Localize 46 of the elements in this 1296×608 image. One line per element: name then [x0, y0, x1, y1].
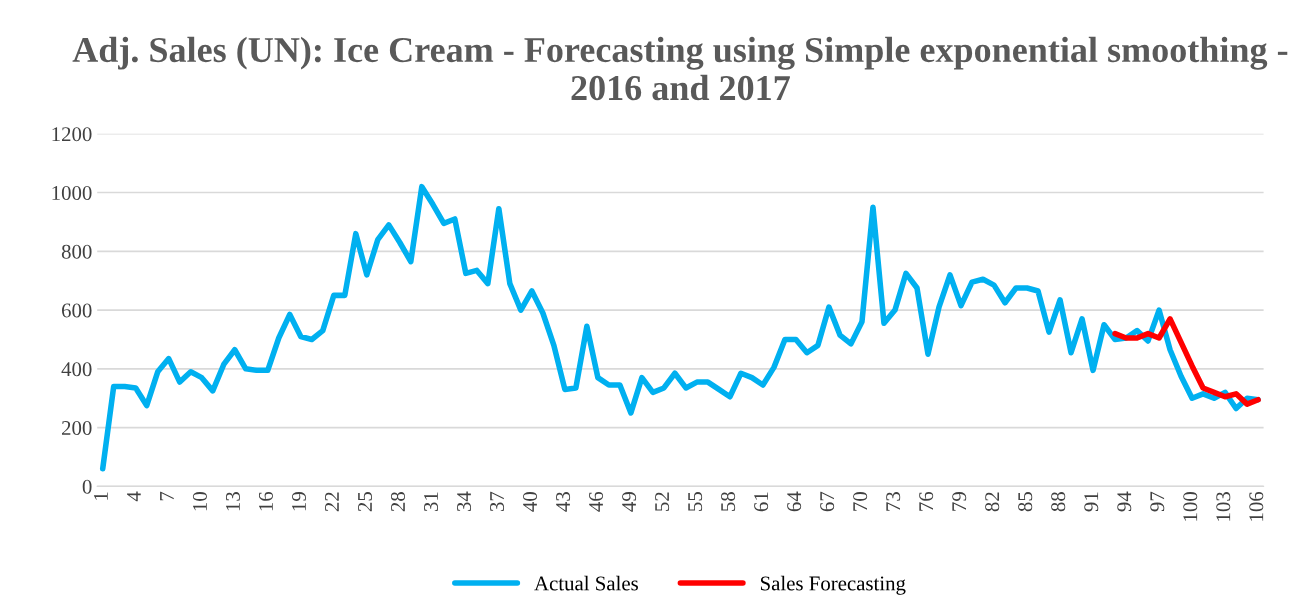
legend-label: Sales Forecasting: [760, 575, 906, 595]
x-tick-label: 85: [1018, 492, 1033, 512]
y-tick-label: 800: [61, 244, 92, 259]
x-tick-label: 64: [787, 491, 802, 512]
x-tick-label: 52: [655, 492, 670, 511]
x-tick-label: 100: [1183, 492, 1198, 521]
x-tick-label: 88: [1051, 492, 1066, 512]
x-tick-label: 34: [457, 491, 472, 512]
x-tick-label: 40: [523, 492, 538, 512]
x-tick-label: 82: [985, 492, 1000, 512]
y-tick-label: 1200: [52, 127, 92, 142]
legend-label: Actual Sales: [534, 575, 638, 591]
y-tick-label: 0: [82, 479, 92, 494]
x-tick-label: 58: [721, 492, 736, 511]
x-tick-label: 67: [820, 491, 835, 512]
x-tick-label: 103: [1216, 492, 1231, 521]
x-tick-label: 106: [1249, 491, 1264, 521]
x-tick-label: 76: [919, 491, 934, 511]
x-tick-label: 73: [886, 492, 901, 511]
x-tick-label: 10: [192, 492, 207, 511]
x-tick-label: 1: [93, 492, 108, 500]
x-tick-label: 46: [589, 491, 604, 512]
x-tick-label: 4: [127, 491, 141, 502]
y-tick-label: 1000: [52, 185, 92, 200]
y-tick-label: 400: [61, 362, 92, 377]
y-tick-label: 600: [61, 303, 92, 318]
x-tick-label: 22: [325, 492, 339, 512]
x-tick-label: 70: [853, 492, 868, 511]
x-tick-label: 7: [160, 491, 174, 501]
x-tick-label: 28: [390, 492, 406, 512]
y-tick-label: 200: [62, 421, 92, 436]
chart-title: Adj. Sales (UN): Ice Cream - Forecasting using Simple exponential smoothing - 2016 and 2017: [72, 36, 1288, 101]
x-tick-label: 37: [490, 491, 505, 512]
x-tick-label: 61: [754, 492, 769, 512]
x-tick-label: 97: [1150, 491, 1165, 512]
x-tick-label: 49: [622, 492, 637, 512]
x-tick-label: 25: [358, 492, 373, 512]
x-tick-label: 43: [556, 492, 571, 512]
x-tick-label: 79: [952, 492, 967, 511]
x-tick-label: 13: [225, 492, 240, 511]
x-tick-label: 94: [1117, 491, 1132, 512]
x-tick-label: 19: [291, 492, 306, 511]
x-tick-label: 31: [424, 492, 439, 512]
x-tick-label: 16: [258, 491, 273, 511]
x-tick-label: 91: [1084, 492, 1099, 512]
x-tick-label: 55: [688, 492, 703, 511]
